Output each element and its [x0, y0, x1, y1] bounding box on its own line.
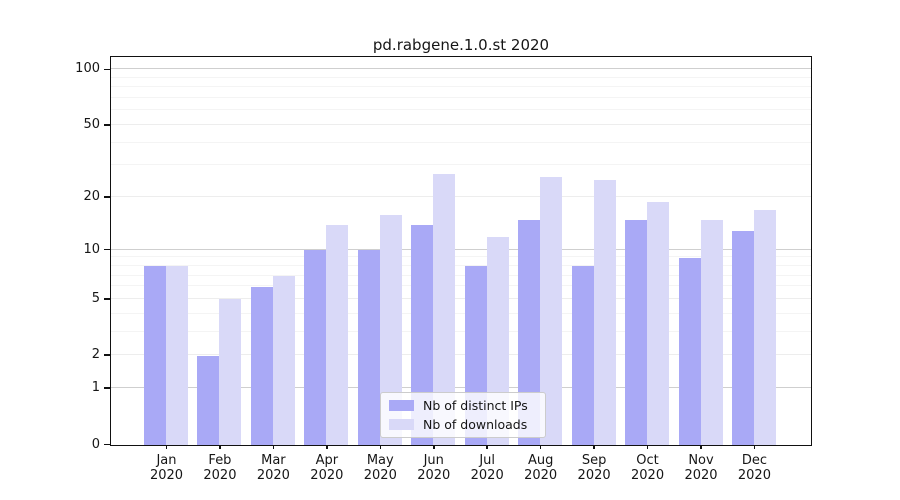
gridline-y-50 [111, 123, 811, 125]
y-tick-5 [104, 298, 110, 300]
legend: Nb of distinct IPs Nb of downloads [380, 392, 546, 438]
gridline-y-8 [111, 264, 811, 266]
x-tick-label-may: May 2020 [363, 452, 397, 484]
y-tick-label-0: 0 [91, 436, 100, 452]
gridline-y-3 [111, 330, 811, 332]
gridline-y-20 [111, 196, 811, 198]
bar-distinct-ips-feb [197, 355, 220, 445]
x-tick-jan [165, 444, 168, 449]
bar-downloads-oct [647, 201, 670, 445]
x-tick-label-jun: Jun 2020 [417, 452, 451, 484]
gridline-y-90 [111, 76, 811, 78]
x-tick-label-apr: Apr 2020 [310, 452, 344, 484]
bar-downloads-apr [326, 224, 349, 445]
legend-label-downloads: Nb of downloads [423, 417, 528, 432]
gridline-y-5 [111, 297, 811, 299]
bar-distinct-ips-oct [625, 219, 648, 445]
gridline-y-4 [111, 312, 811, 314]
gridline-y-60 [111, 109, 811, 111]
bar-distinct-ips-may [357, 250, 380, 445]
bar-downloads-aug [540, 177, 563, 445]
x-tick-jul [486, 444, 488, 449]
y-tick-label-2: 2 [91, 347, 100, 363]
bar-downloads-jun [433, 174, 456, 445]
bar-distinct-ips-jun [411, 224, 434, 445]
bar-distinct-ips-apr [304, 250, 327, 445]
x-tick-mar [272, 444, 275, 449]
bar-downloads-dec [753, 210, 776, 445]
x-tick-label-dec: Dec 2020 [737, 452, 771, 484]
y-tick-0 [104, 443, 110, 446]
bar-distinct-ips-mar [250, 286, 273, 445]
legend-item-distinct-ips: Nb of distinct IPs [389, 398, 537, 413]
bar-downloads-feb [219, 299, 242, 445]
gridline-y-70 [111, 97, 811, 99]
x-tick-dec [753, 444, 756, 449]
x-tick-aug [539, 444, 542, 449]
x-tick-label-feb: Feb 2020 [203, 452, 237, 484]
gridline-y-80 [111, 86, 811, 88]
x-tick-label-jan: Jan 2020 [149, 452, 184, 484]
y-tick-1 [104, 387, 110, 389]
chart-title: pd.rabgene.1.0.st 2020 [372, 36, 550, 54]
y-tick-label-100: 100 [75, 61, 100, 77]
y-tick-label-10: 10 [83, 241, 100, 257]
bar-downloads-mar [272, 276, 295, 445]
gridline-y-6 [111, 285, 811, 287]
bar-downloads-may [379, 214, 402, 445]
y-tick-label-5: 5 [91, 290, 100, 306]
y-tick-10 [104, 248, 110, 251]
x-tick-label-nov: Nov 2020 [684, 452, 718, 484]
bar-downloads-nov [700, 219, 723, 445]
bar-distinct-ips-dec [731, 230, 754, 445]
x-tick-label-aug: Aug 2020 [524, 452, 558, 484]
y-tick-label-50: 50 [83, 116, 100, 132]
y-tick-2 [104, 354, 110, 356]
bar-distinct-ips-jan [144, 266, 166, 445]
gridline-y-1 [111, 387, 811, 389]
x-tick-nov [700, 444, 702, 449]
x-tick-feb [219, 444, 221, 449]
legend-label-distinct-ips: Nb of distinct IPs [423, 398, 528, 413]
bar-downloads-sep [593, 180, 616, 445]
x-tick-may [379, 444, 382, 449]
x-tick-label-oct: Oct 2020 [631, 452, 665, 484]
bar-distinct-ips-sep [571, 266, 594, 445]
legend-item-downloads: Nb of downloads [389, 417, 537, 432]
y-tick-label-20: 20 [83, 189, 100, 205]
x-tick-label-mar: Mar 2020 [256, 452, 290, 484]
gridline-y-9 [111, 256, 811, 258]
gridline-y-2 [111, 354, 811, 356]
gridline-y-30 [111, 164, 811, 166]
y-tick-20 [104, 196, 110, 198]
x-tick-oct [646, 444, 649, 449]
x-tick-label-jul: Jul 2020 [470, 452, 504, 484]
legend-swatch-downloads [389, 419, 414, 430]
bar-distinct-ips-nov [678, 257, 701, 445]
y-tick-50 [104, 124, 110, 126]
plot-area [110, 56, 812, 446]
x-tick-sep [593, 444, 595, 449]
y-tick-100 [104, 68, 110, 71]
bar-downloads-jan [166, 266, 188, 445]
gridline-y-100 [111, 68, 811, 70]
gridline-y-7 [111, 274, 811, 276]
x-tick-label-sep: Sep 2020 [577, 452, 611, 484]
gridline-y-40 [111, 141, 811, 143]
x-tick-apr [326, 444, 328, 449]
bar-distinct-ips-aug [518, 219, 541, 445]
y-tick-label-1: 1 [91, 380, 100, 396]
x-tick-jun [433, 444, 435, 449]
legend-swatch-distinct-ips [389, 400, 414, 411]
gridline-y-10 [111, 248, 811, 250]
